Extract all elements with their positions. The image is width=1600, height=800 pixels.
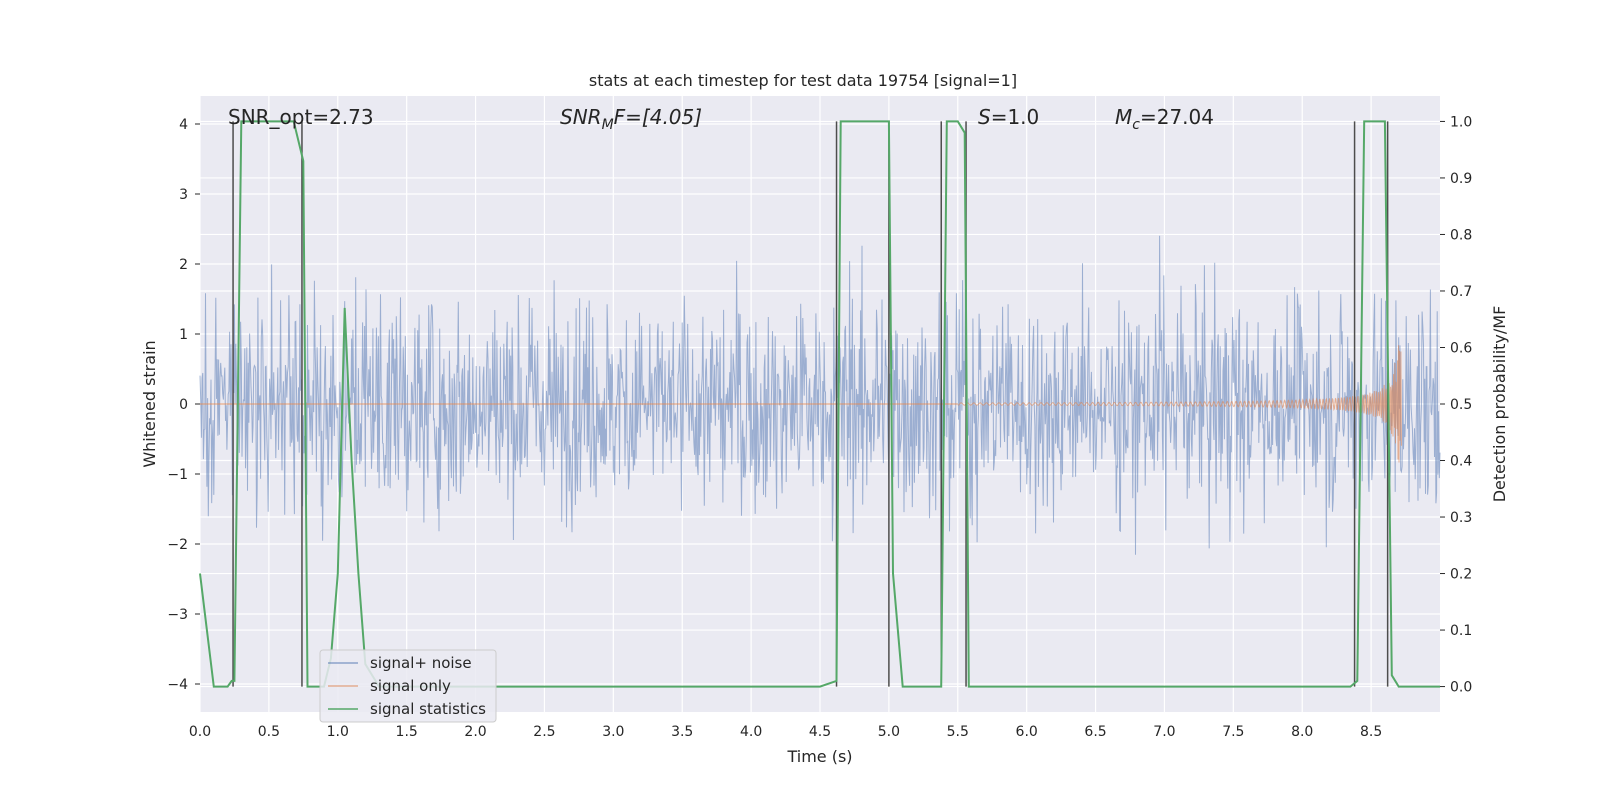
stats-series: [199, 120, 1440, 688]
x-tick-label: 5.5: [947, 724, 969, 740]
x-tick-label: 7.5: [1222, 724, 1244, 740]
y-right-tick-label: 0.7: [1450, 284, 1472, 300]
y-right-tick-label: 0.6: [1450, 340, 1472, 356]
y-right-tick-label: 0.9: [1450, 171, 1472, 187]
legend: signal+ noise signal only signal statist…: [319, 649, 497, 723]
x-tick-label: 8.5: [1360, 724, 1382, 740]
x-tick-label: 7.0: [1153, 724, 1175, 740]
y-tick-label: 0: [179, 397, 188, 413]
x-tick-label: 5.0: [878, 724, 900, 740]
y-right-tick-label: 0.2: [1450, 567, 1472, 583]
y-tick-label: −4: [167, 677, 188, 693]
x-tick-label: 2.5: [533, 724, 555, 740]
x-tick-label: 6.0: [1016, 724, 1038, 740]
legend-label-signal: signal only: [370, 677, 451, 695]
annotation-snr-mf-main: SNR: [560, 105, 602, 129]
x-tick-label: 4.0: [740, 724, 762, 740]
y-axis-label: Whitened strain: [140, 340, 159, 467]
annotation-s-main: S: [978, 105, 991, 129]
x-tick-label: 4.5: [809, 724, 831, 740]
annotation-s-rest: =1.0: [991, 105, 1040, 129]
x-tick-label: 0.0: [189, 724, 211, 740]
x-ticks: 0.0 0.5 1.0 1.5 2.0 2.5 3.0 3.5 4.0 4.5 5.0 5.5 6.0 6…: [189, 724, 1382, 740]
annotation-snr-mf: SNRMF=[4.05]: [560, 105, 702, 133]
annotation-snr-mf-sub: M: [602, 117, 614, 133]
chart-title: stats at each timestep for test data 197…: [589, 71, 1017, 90]
annotation-mc-sub: c: [1132, 117, 1140, 133]
x-tick-label: 2.0: [464, 724, 486, 740]
y-tick-label: −1: [167, 467, 188, 483]
y-tick-label: −3: [167, 607, 188, 623]
noise-series: [199, 235, 1441, 555]
signal-line-chirp: [957, 345, 1402, 463]
stats-line: [199, 120, 1440, 688]
y-right-ticks: 0.0 0.1 0.2 0.3 0.4 0.5 0.6 0.7 0.8 0.9 1.0: [1440, 114, 1472, 696]
legend-box: [319, 649, 497, 723]
x-tick-label: 1.5: [396, 724, 418, 740]
y-right-axis-label: Detection probability/MF: [1490, 306, 1509, 503]
annotation-mc-main: M: [1115, 105, 1132, 129]
annotation-snr-mf-rest: F=[4.05]: [614, 105, 702, 129]
y-right-tick-label: 1.0: [1450, 114, 1472, 130]
y-tick-label: 4: [179, 117, 188, 133]
y-tick-label: 3: [179, 187, 188, 203]
x-tick-label: 1.0: [327, 724, 349, 740]
x-tick-label: 8.0: [1291, 724, 1313, 740]
y-ticks: −4 −3 −2 −1 0 1 2 3 4: [167, 117, 200, 693]
signal-series: [200, 345, 1402, 463]
x-tick-label: 3.5: [671, 724, 693, 740]
legend-label-stats: signal statistics: [370, 700, 486, 718]
y-tick-label: 2: [179, 257, 188, 273]
legend-label-noise: signal+ noise: [370, 654, 472, 672]
y-right-tick-label: 0.3: [1450, 510, 1472, 526]
y-right-tick-label: 0.5: [1450, 397, 1472, 413]
x-tick-label: 6.5: [1084, 724, 1106, 740]
annotation-s: S=1.0: [978, 105, 1039, 129]
noise-line: [199, 235, 1441, 555]
y-right-tick-label: 0.0: [1450, 680, 1472, 696]
y-tick-label: −2: [167, 537, 188, 553]
annotation-mc: Mc=27.04: [1115, 105, 1214, 133]
x-tick-label: 0.5: [258, 724, 280, 740]
y-right-tick-label: 0.8: [1450, 227, 1472, 243]
annotation-snr-opt: SNR_opt=2.73: [228, 105, 374, 129]
annotation-mc-rest: =27.04: [1140, 105, 1214, 129]
y-right-tick-label: 0.4: [1450, 454, 1472, 470]
x-tick-label: 3.0: [602, 724, 624, 740]
y-right-tick-label: 0.1: [1450, 623, 1472, 639]
y-tick-label: 1: [179, 327, 188, 343]
x-axis-label: Time (s): [786, 747, 852, 766]
